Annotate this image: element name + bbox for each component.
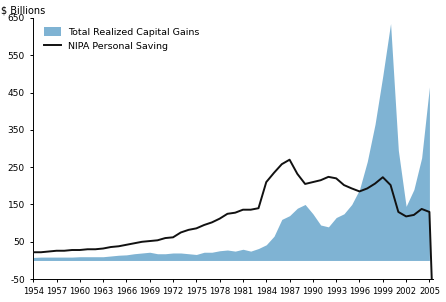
Legend: Total Realized Capital Gains, NIPA Personal Saving: Total Realized Capital Gains, NIPA Perso… <box>42 25 202 53</box>
Text: $ Billions: $ Billions <box>1 5 45 15</box>
